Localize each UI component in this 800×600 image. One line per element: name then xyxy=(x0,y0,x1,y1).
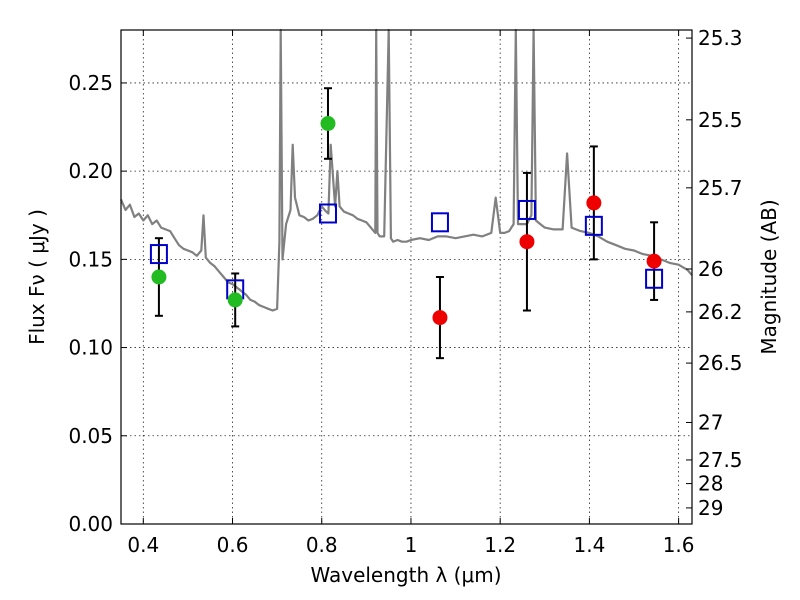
y-axis-title: Flux Fν ( μJy ) xyxy=(25,209,49,345)
observed-point-marker xyxy=(519,234,535,250)
observed-point-marker xyxy=(586,195,602,211)
data-points xyxy=(149,116,664,326)
observed-point-marker xyxy=(151,269,167,285)
x-tick-label: 0.8 xyxy=(306,533,338,557)
y2-tick-label: 27.5 xyxy=(698,448,743,472)
template-spectrum xyxy=(119,28,693,312)
observed-point-marker xyxy=(320,116,336,132)
x-tick-label: 1.2 xyxy=(484,533,516,557)
y-tick-label: 0.20 xyxy=(68,159,113,183)
plot-background xyxy=(121,30,692,524)
error-bars xyxy=(154,87,659,360)
x-axis-title: Wavelength λ (μm) xyxy=(310,563,501,587)
x-tick-label: 1 xyxy=(405,533,418,557)
y-tick-label: 0.15 xyxy=(68,247,113,271)
model-square-marker xyxy=(149,244,168,265)
y2-tick-label: 25.7 xyxy=(698,176,743,200)
y2-axis-title: Magnitude (AB) xyxy=(757,199,781,354)
axis-ticks: 0.4 0.6 0.8 1 1.2 1.4 1.6 0.00 0.05 0.10 0.15 0.20 0… xyxy=(68,26,742,557)
model-square-marker xyxy=(318,203,337,224)
y2-tick-label: 26 xyxy=(698,257,723,281)
model-square-marker xyxy=(517,199,536,220)
y2-tick-label: 25.5 xyxy=(698,108,743,132)
y-tick-label: 0.05 xyxy=(68,424,113,448)
model-square-marker xyxy=(645,268,664,289)
observed-point-marker xyxy=(646,253,662,269)
y-tick-label: 0.25 xyxy=(68,71,113,95)
x-tick-label: 0.4 xyxy=(127,533,159,557)
y2-tick-label: 26.2 xyxy=(698,300,743,324)
template-spectrum-line xyxy=(119,28,693,312)
observed-point-marker xyxy=(227,292,243,308)
y-tick-label: 0.10 xyxy=(68,336,113,360)
y2-tick-label: 28 xyxy=(698,472,723,496)
x-tick-label: 1.6 xyxy=(663,533,695,557)
y2-tick-label: 26.5 xyxy=(698,351,743,375)
plot-frame xyxy=(120,29,693,525)
y2-tick-label: 29 xyxy=(698,496,723,520)
x-tick-label: 0.6 xyxy=(217,533,249,557)
y2-tick-label: 25.3 xyxy=(698,26,743,50)
model-square-marker xyxy=(430,212,449,233)
y2-tick-label: 27 xyxy=(698,410,723,434)
x-tick-label: 1.4 xyxy=(573,533,605,557)
observed-point-marker xyxy=(432,310,448,326)
y-tick-label: 0.00 xyxy=(68,512,113,536)
model-square-marker xyxy=(584,215,603,236)
